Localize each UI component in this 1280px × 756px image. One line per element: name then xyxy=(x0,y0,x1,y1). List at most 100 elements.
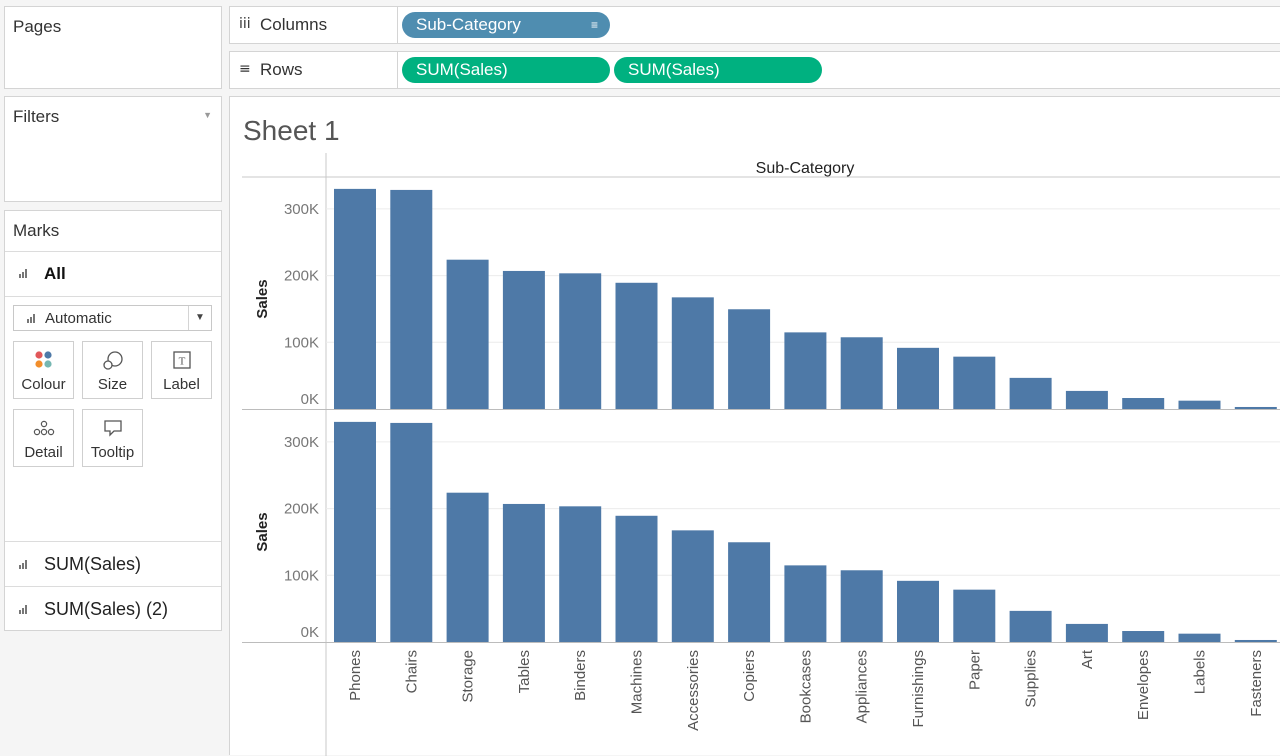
mark-type-value: Automatic xyxy=(45,310,112,327)
x-tick-label: Fasteners xyxy=(1248,650,1265,717)
label-button[interactable]: T Label xyxy=(151,341,212,399)
chevron-down-icon[interactable]: ▼ xyxy=(188,306,211,330)
bar-chart: Sub-Category 0K 100K 200K 300K Sales 0K 100K 200… xyxy=(242,153,1280,756)
mark-type-dropdown[interactable]: Automatic ▼ xyxy=(13,305,212,331)
label-icon: T xyxy=(152,350,211,372)
bar-binders[interactable] xyxy=(559,506,602,642)
bar-chart-icon xyxy=(19,560,29,569)
bar-accessories[interactable] xyxy=(671,297,714,409)
bar-chairs[interactable] xyxy=(390,422,433,642)
bar-tables[interactable] xyxy=(502,270,545,409)
bar-paper[interactable] xyxy=(953,356,996,409)
bar-bookcases[interactable] xyxy=(784,565,827,642)
bar-furnishings[interactable] xyxy=(897,347,939,409)
size-label: Size xyxy=(97,376,128,393)
bar-art[interactable] xyxy=(1065,623,1108,642)
bar-art[interactable] xyxy=(1065,390,1108,409)
tooltip-label: Tooltip xyxy=(90,444,135,461)
x-tick-label: Paper xyxy=(966,650,983,690)
x-tick-label: Supplies xyxy=(1023,650,1040,708)
colour-button[interactable]: Colour xyxy=(13,341,74,399)
marks-card-label: SUM(Sales) (2) xyxy=(44,599,169,619)
columns-icon: iii xyxy=(239,16,251,32)
x-tick-label: Envelopes xyxy=(1135,650,1152,720)
bar-fasteners[interactable] xyxy=(1234,406,1277,409)
rows-label: Rows xyxy=(260,60,303,79)
bar-storage[interactable] xyxy=(446,259,489,409)
bar-appliances[interactable] xyxy=(840,337,883,409)
x-tick-label: Accessories xyxy=(685,650,702,731)
detail-button[interactable]: Detail xyxy=(13,409,74,467)
tooltip-icon xyxy=(83,418,142,440)
x-tick-label: Art xyxy=(1079,649,1096,669)
sub-category-pill[interactable]: Sub-Category ≡ xyxy=(402,12,610,38)
y-tick-label: 0K xyxy=(301,391,319,408)
bar-furnishings[interactable] xyxy=(897,580,939,642)
y-tick-label: 100K xyxy=(284,567,319,584)
bar-phones[interactable] xyxy=(334,188,376,409)
detail-icon xyxy=(14,418,73,440)
bar-binders[interactable] xyxy=(559,273,602,409)
bar-phones[interactable] xyxy=(334,421,376,642)
x-tick-label: Appliances xyxy=(854,650,871,723)
bar-supplies[interactable] xyxy=(1009,610,1052,642)
pages-panel[interactable]: Pages xyxy=(4,6,222,89)
marks-type-area: Automatic ▼ Colour Size T Label xyxy=(5,296,221,541)
sum-sales-pill[interactable]: SUM(Sales) xyxy=(402,57,610,83)
rows-shelf[interactable]: ≡ Rows SUM(Sales) SUM(Sales) xyxy=(229,51,1280,89)
x-tick-label: Bookcases xyxy=(797,650,814,723)
filters-panel[interactable]: Filters ▼ xyxy=(4,96,222,202)
bar-fasteners[interactable] xyxy=(1234,639,1277,642)
columns-shelf-label: iii Columns xyxy=(230,7,398,43)
svg-text:T: T xyxy=(178,356,185,368)
marks-card-sum-sales-2[interactable]: SUM(Sales) (2) xyxy=(5,586,221,631)
sum-sales-pill-2[interactable]: SUM(Sales) xyxy=(614,57,822,83)
bar-copiers[interactable] xyxy=(728,542,771,642)
bar-labels[interactable] xyxy=(1178,633,1221,642)
sheet-title: Sheet 1 xyxy=(243,115,340,146)
tooltip-button[interactable]: Tooltip xyxy=(82,409,143,467)
bar-chart-icon xyxy=(19,269,29,278)
marks-card-sum-sales[interactable]: SUM(Sales) xyxy=(5,541,221,586)
bar-chairs[interactable] xyxy=(390,189,433,409)
bar-storage[interactable] xyxy=(446,492,489,642)
marks-all-label: All xyxy=(44,264,66,283)
pages-title: Pages xyxy=(13,17,62,36)
columns-shelf[interactable]: iii Columns Sub-Category ≡ xyxy=(229,6,1280,44)
x-tick-label: Chairs xyxy=(403,650,420,693)
x-tick-label: Machines xyxy=(629,650,646,714)
filters-dropdown-icon[interactable]: ▼ xyxy=(203,110,212,120)
pill-label: Sub-Category xyxy=(416,15,521,34)
x-tick-label: Furnishings xyxy=(910,650,927,728)
marks-all-row[interactable]: All xyxy=(5,251,221,296)
size-icon xyxy=(83,350,142,372)
y-axis-label: Sales xyxy=(254,512,271,551)
bar-envelopes[interactable] xyxy=(1122,398,1165,409)
bar-labels[interactable] xyxy=(1178,400,1221,409)
bar-machines[interactable] xyxy=(615,515,658,642)
y-tick-label: 300K xyxy=(284,434,319,451)
bar-supplies[interactable] xyxy=(1009,377,1052,409)
y-tick-label: 0K xyxy=(301,624,319,641)
bar-tables[interactable] xyxy=(502,503,545,642)
bar-accessories[interactable] xyxy=(671,530,714,642)
size-button[interactable]: Size xyxy=(82,341,143,399)
filters-title: Filters xyxy=(13,107,60,126)
bar-paper[interactable] xyxy=(953,589,996,642)
bar-copiers[interactable] xyxy=(728,309,771,409)
bar-envelopes[interactable] xyxy=(1122,631,1165,642)
sort-icon: ≡ xyxy=(590,18,598,32)
bar-chart-icon xyxy=(27,314,37,323)
x-tick-label: Copiers xyxy=(741,650,758,702)
bar-chart-icon xyxy=(19,605,29,614)
bar-machines[interactable] xyxy=(615,282,658,409)
columns-label: Columns xyxy=(260,15,328,34)
y-tick-label: 300K xyxy=(284,201,319,218)
bar-bookcases[interactable] xyxy=(784,332,827,409)
rows-icon: ≡ xyxy=(239,61,251,77)
colour-icon xyxy=(14,350,73,372)
y-tick-label: 100K xyxy=(284,334,319,351)
x-tick-label: Labels xyxy=(1192,650,1209,694)
pill-label: SUM(Sales) xyxy=(416,60,508,79)
bar-appliances[interactable] xyxy=(840,570,883,642)
